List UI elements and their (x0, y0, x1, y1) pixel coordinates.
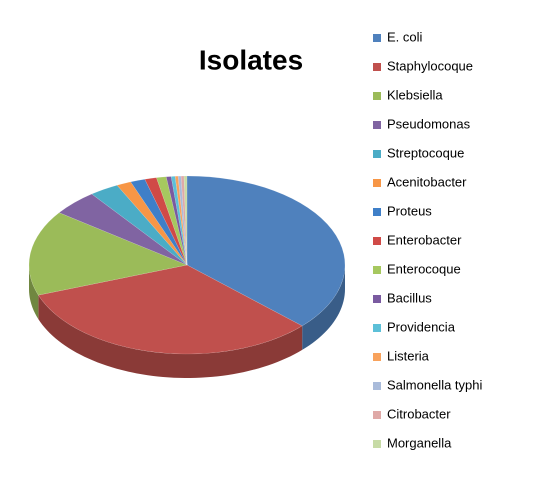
pie-side (29, 265, 39, 320)
pie-slice (177, 175, 188, 266)
legend-swatch (373, 353, 381, 361)
legend-swatch (373, 92, 381, 100)
pie-slice (156, 176, 188, 266)
legend-swatch (373, 34, 381, 42)
chart-title: Isolates (199, 44, 303, 75)
legend-swatch (373, 411, 381, 419)
legend-swatch (373, 208, 381, 216)
legend-swatch (373, 324, 381, 332)
legend-label: Listeria (387, 348, 430, 363)
pie-slice (37, 264, 303, 355)
legend-swatch (373, 237, 381, 245)
legend-label: Enterobacter (387, 232, 462, 247)
legend-label: Acenitobacter (387, 174, 467, 189)
legend-swatch (373, 266, 381, 274)
pie-slice (130, 178, 188, 266)
pie (28, 175, 346, 378)
legend-swatch (373, 150, 381, 158)
pie-slice (165, 176, 188, 266)
pie-slice (186, 175, 346, 327)
pie-slice (174, 175, 188, 266)
legend-label: Staphylocoque (387, 58, 473, 73)
legend-label: Salmonella typhi (387, 377, 482, 392)
legend-label: Enterocoque (387, 261, 461, 276)
pie-slice (91, 184, 188, 266)
pie-slice (28, 212, 188, 296)
legend-swatch (373, 295, 381, 303)
pie-slice (170, 175, 188, 266)
pie-slice (183, 175, 188, 266)
pie-slice (116, 181, 188, 266)
legend: E. coli Staphylocoque Klebsiella Pseudomona… (373, 29, 482, 450)
legend-swatch (373, 382, 381, 390)
pie-side (302, 265, 345, 350)
legend-label: Bacillus (387, 290, 432, 305)
pie-slice (180, 175, 188, 266)
legend-label: Pseudomonas (387, 116, 471, 131)
legend-label: Proteus (387, 203, 432, 218)
legend-label: Providencia (387, 319, 456, 334)
pie-slice (58, 193, 188, 266)
legend-swatch (373, 440, 381, 448)
pie-side (38, 295, 303, 378)
legend-label: Morganella (387, 435, 452, 450)
legend-label: Klebsiella (387, 87, 443, 102)
legend-swatch (373, 63, 381, 71)
pie-slice (144, 177, 188, 266)
legend-swatch (373, 121, 381, 129)
legend-swatch (373, 179, 381, 187)
legend-label: Streptocoque (387, 145, 464, 160)
legend-label: E. coli (387, 29, 423, 44)
legend-label: Citrobacter (387, 406, 451, 421)
